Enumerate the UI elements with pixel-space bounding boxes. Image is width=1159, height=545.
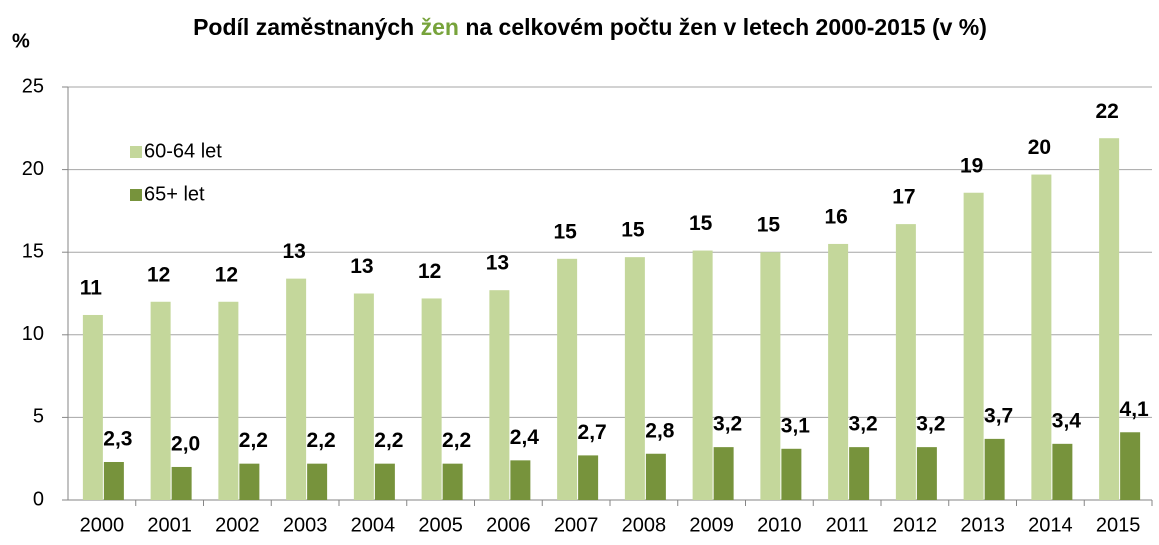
bar	[1052, 443, 1073, 500]
data-label: 2,0	[171, 433, 200, 456]
bar	[103, 462, 124, 500]
bar	[82, 314, 103, 500]
data-label: 16	[824, 205, 847, 228]
data-label: 13	[486, 252, 509, 275]
data-label: 11	[80, 277, 103, 300]
bar	[713, 447, 734, 500]
x-tick-label: 2003	[283, 514, 328, 536]
bar	[781, 448, 802, 500]
bar	[963, 192, 984, 500]
data-label: 19	[960, 154, 983, 177]
data-label: 12	[147, 263, 170, 286]
data-label: 2,4	[510, 426, 540, 449]
bar	[218, 301, 239, 500]
x-tick-label: 2009	[689, 514, 734, 536]
bar	[760, 252, 781, 500]
bar	[692, 250, 713, 500]
bar	[624, 257, 645, 500]
x-tick-label: 2006	[486, 514, 531, 536]
bar	[374, 463, 395, 500]
legend-label: 60-64 let	[144, 140, 222, 162]
data-label: 12	[215, 263, 238, 286]
data-label: 15	[553, 220, 577, 243]
x-tick-label: 2014	[1028, 514, 1073, 536]
y-tick-label: 0	[33, 488, 44, 510]
y-axis-label: %	[12, 30, 30, 52]
legend-swatch	[130, 189, 142, 201]
bar	[984, 438, 1005, 500]
y-tick-label: 25	[22, 75, 44, 97]
x-tick-label: 2001	[147, 514, 192, 536]
data-label: 15	[689, 212, 713, 235]
x-tick-label: 2015	[1096, 514, 1141, 536]
data-label: 15	[757, 214, 781, 237]
data-label: 3,2	[713, 413, 742, 436]
bar	[828, 243, 849, 500]
bar	[307, 463, 328, 500]
bar	[510, 460, 531, 500]
x-tick-label: 2010	[757, 514, 802, 536]
x-tick-label: 2004	[351, 514, 396, 536]
legend-swatch	[130, 146, 142, 158]
bar	[645, 453, 666, 500]
data-label: 15	[621, 219, 645, 242]
bar	[895, 224, 916, 500]
data-label: 3,7	[984, 404, 1013, 427]
bar	[916, 447, 937, 500]
legend-label: 65+ let	[144, 183, 205, 205]
x-tick-label: 2012	[893, 514, 938, 536]
bar	[849, 447, 870, 500]
data-label: 4,1	[1120, 398, 1150, 421]
bar	[286, 278, 307, 500]
y-tick-label: 15	[22, 240, 44, 262]
data-label: 12	[418, 260, 441, 283]
x-tick-label: 2005	[418, 514, 463, 536]
x-tick-label: 2013	[960, 514, 1005, 536]
data-label: 2,3	[103, 428, 132, 451]
data-label: 3,1	[781, 414, 811, 437]
data-label: 3,4	[1052, 409, 1082, 432]
data-label: 2,2	[374, 429, 403, 452]
title-highlight: žen	[420, 14, 459, 40]
x-tick-label: 2002	[215, 514, 260, 536]
bar	[239, 463, 260, 500]
bar	[421, 298, 442, 500]
bar	[1099, 138, 1120, 500]
data-label: 2,7	[578, 421, 607, 444]
data-label: 3,2	[849, 413, 878, 436]
x-tick-label: 2008	[622, 514, 667, 536]
data-label: 2,2	[307, 429, 336, 452]
bar	[578, 455, 599, 500]
data-label: 13	[282, 240, 305, 263]
data-label: 17	[892, 186, 915, 209]
y-tick-label: 20	[22, 158, 44, 180]
x-tick-label: 2011	[826, 514, 869, 536]
data-label: 22	[1095, 100, 1118, 123]
bar	[171, 466, 192, 500]
data-label: 13	[350, 255, 373, 278]
bar	[1120, 432, 1141, 500]
y-tick-label: 10	[22, 323, 44, 345]
data-label: 20	[1028, 136, 1051, 159]
bar	[442, 463, 463, 500]
chart-title: Podíl zaměstnaných žen na celkovém počtu…	[115, 12, 1065, 42]
bar	[353, 293, 374, 500]
x-tick-label: 2007	[554, 514, 599, 536]
y-tick-label: 5	[33, 406, 44, 428]
data-label: 3,2	[916, 413, 945, 436]
data-label: 2,8	[645, 419, 675, 442]
title-part: na celkovém počtu žen v letech 2000-2015…	[465, 14, 987, 40]
bar	[150, 301, 171, 500]
data-label: 2,2	[239, 429, 268, 452]
bar	[489, 290, 510, 500]
bar	[557, 258, 578, 500]
bar	[1031, 174, 1052, 500]
x-tick-label: 2000	[80, 514, 125, 536]
title-part: Podíl zaměstnaných	[193, 14, 415, 40]
data-label: 2,2	[442, 429, 471, 452]
